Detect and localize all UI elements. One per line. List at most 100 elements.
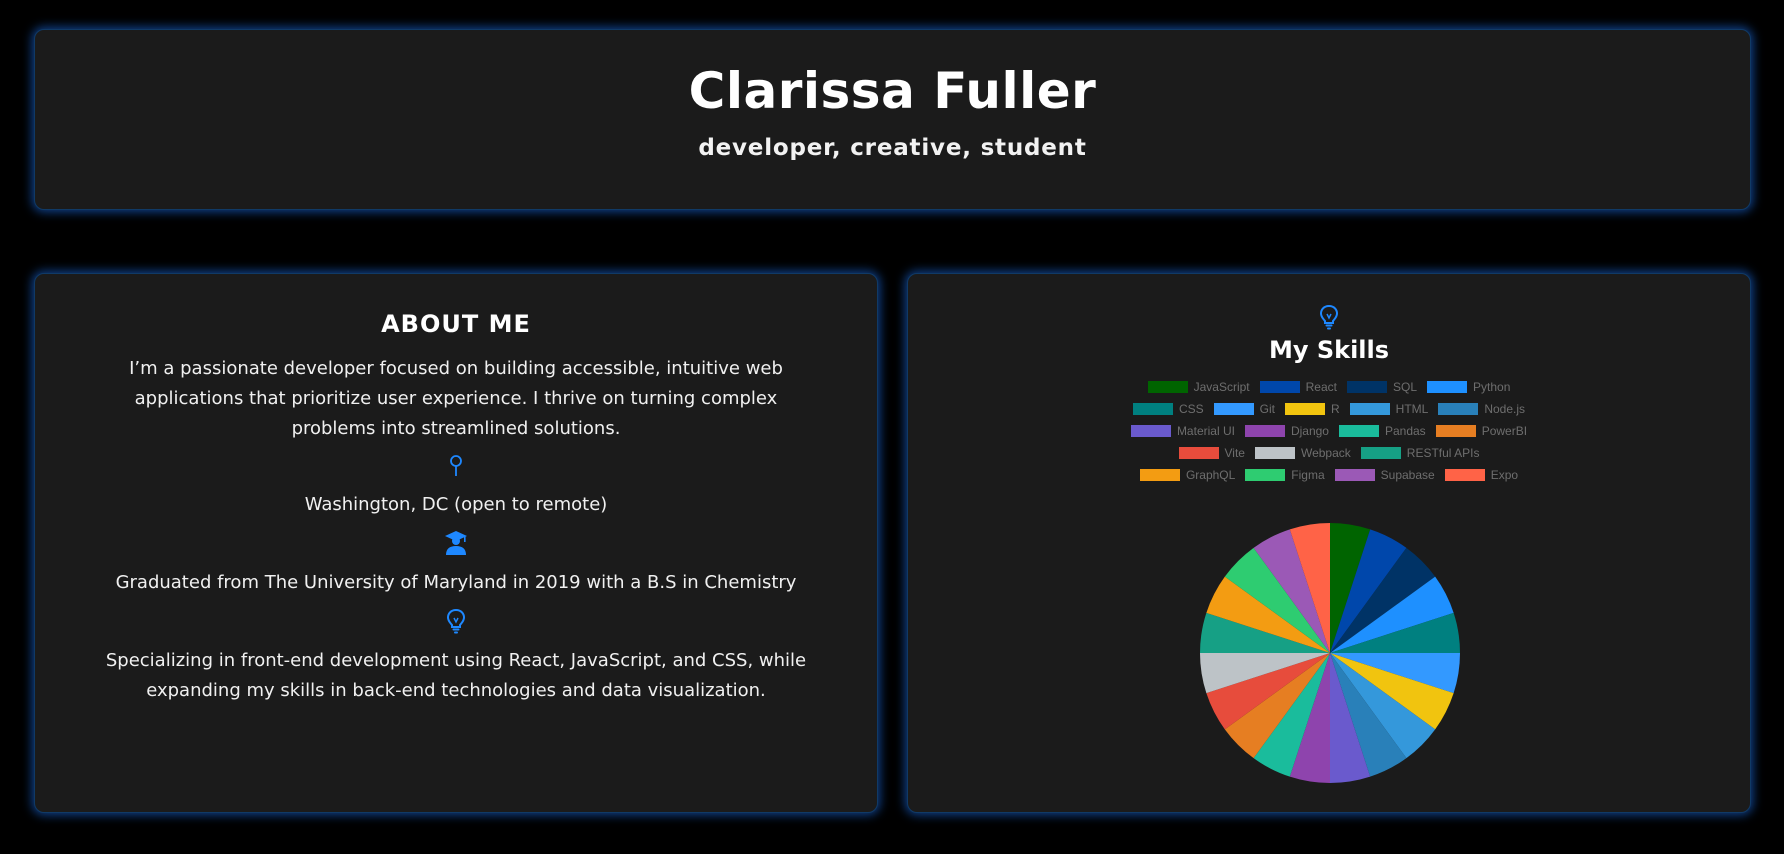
legend-swatch — [1347, 380, 1387, 393]
legend-label: CSS — [1178, 401, 1204, 416]
legend-label: Figma — [1291, 467, 1325, 482]
legend-swatch — [1338, 424, 1379, 437]
legend-swatch — [1130, 424, 1171, 437]
legend-swatch — [1435, 424, 1476, 437]
legend-item[interactable]: Expo — [1444, 466, 1519, 483]
legend-swatch — [1244, 424, 1285, 437]
legend-swatch — [1349, 402, 1390, 415]
legend-swatch — [1213, 402, 1254, 415]
about-title: ABOUT ME — [381, 310, 531, 338]
legend-label: Vite — [1224, 445, 1245, 460]
pie-slice-powerbi[interactable] — [1224, 653, 1330, 759]
pie-slice-restful-apis[interactable] — [1200, 612, 1330, 653]
pie-slice-django[interactable] — [1289, 653, 1330, 783]
legend-item[interactable]: Git — [1213, 400, 1275, 417]
legend-item[interactable]: CSS — [1132, 400, 1204, 417]
specialty-icon-row — [35, 608, 877, 634]
pie-slice-expo[interactable] — [1289, 523, 1330, 653]
location-icon-row — [35, 454, 877, 478]
education-text: Graduated from The University of Marylan… — [115, 572, 797, 593]
pie-slice-git[interactable] — [1330, 653, 1460, 694]
legend-item[interactable]: Node.js — [1438, 400, 1525, 417]
legend-item[interactable]: SQL — [1347, 378, 1417, 395]
legend-item[interactable]: Material UI — [1130, 422, 1235, 439]
legend-item[interactable]: Vite — [1178, 444, 1245, 461]
legend-item[interactable]: GraphQL — [1139, 466, 1236, 483]
legend-swatch — [1132, 402, 1173, 415]
about-card: ABOUT ME I’m a passionate developer focu… — [34, 273, 878, 813]
legend-swatch — [1139, 468, 1180, 481]
legend-label: Git — [1259, 401, 1275, 416]
page-subtitle: developer, creative, student — [698, 135, 1087, 161]
pie-slice-react[interactable] — [1330, 529, 1407, 653]
legend-label: Python — [1473, 379, 1511, 394]
legend-label: GraphQL — [1185, 467, 1236, 482]
legend-item[interactable]: RESTful APIs — [1360, 444, 1480, 461]
skills-title: My Skills — [1268, 336, 1390, 364]
legend-label: JavaScript — [1193, 379, 1250, 394]
about-intro: I’m a passionate developer focused on bu… — [129, 358, 783, 439]
legend-swatch — [1285, 402, 1325, 415]
legend-swatch — [1438, 402, 1479, 415]
page-title: Clarissa Fuller — [688, 62, 1097, 120]
legend-swatch — [1147, 380, 1188, 393]
pie-slice-node-js[interactable] — [1330, 653, 1407, 777]
legend-item[interactable]: R — [1285, 400, 1340, 417]
legend-item[interactable]: Webpack — [1254, 444, 1351, 461]
legend-swatch — [1427, 380, 1468, 393]
legend-item[interactable]: HTML — [1349, 400, 1429, 417]
pie-slice-webpack[interactable] — [1200, 653, 1330, 694]
pie-slice-material-ui[interactable] — [1330, 653, 1371, 783]
chart-legend: JavaScript React SQL Python CSS Git R HTML Node.… — [1129, 378, 1529, 483]
legend-item[interactable]: Django — [1244, 422, 1329, 439]
legend-swatch — [1334, 468, 1375, 481]
pie-slice-vite[interactable] — [1206, 653, 1330, 730]
legend-label: Node.js — [1484, 401, 1526, 416]
pie-slice-pandas[interactable] — [1253, 653, 1330, 777]
pie-slice-graphql[interactable] — [1206, 576, 1330, 653]
legend-label: R — [1331, 401, 1340, 416]
legend-item[interactable]: Figma — [1245, 466, 1325, 483]
legend-swatch — [1178, 446, 1219, 459]
legend-label: HTML — [1395, 401, 1429, 416]
header-card: Clarissa Fuller developer, creative, stu… — [34, 29, 1751, 210]
legend-item[interactable]: JavaScript — [1147, 378, 1250, 395]
pie-slice-css[interactable] — [1330, 612, 1460, 653]
legend-swatch — [1444, 468, 1485, 481]
legend-label: PowerBI — [1481, 423, 1528, 438]
legend-label: Expo — [1490, 467, 1519, 482]
skills-pie-chart — [1200, 523, 1460, 783]
graduate-icon — [445, 531, 467, 555]
pie-slice-python[interactable] — [1330, 576, 1454, 653]
map-pin-icon — [450, 455, 462, 476]
legend-label: React — [1305, 379, 1337, 394]
specialty-text: Specializing in front-end development us… — [105, 650, 807, 701]
legend-label: RESTful APIs — [1406, 445, 1480, 460]
pie-slice-r[interactable] — [1330, 653, 1454, 730]
legend-swatch — [1254, 446, 1295, 459]
location-text: Washington, DC (open to remote) — [304, 494, 608, 515]
legend-swatch — [1259, 380, 1300, 393]
pie-slice-supabase[interactable] — [1253, 529, 1330, 653]
pie-slice-figma[interactable] — [1224, 547, 1330, 653]
pie-slice-javascript[interactable] — [1330, 523, 1371, 653]
education-icon-row — [35, 530, 877, 556]
legend-swatch — [1360, 446, 1401, 459]
lightbulb-icon — [446, 608, 466, 634]
pie-slice-sql[interactable] — [1330, 547, 1436, 653]
legend-item[interactable]: Pandas — [1338, 422, 1426, 439]
legend-label: Material UI — [1176, 423, 1235, 438]
pie-slice-html[interactable] — [1330, 653, 1436, 759]
skills-card: My Skills JavaScript React SQL Python CSS Git… — [907, 273, 1751, 813]
lightbulb-icon — [1319, 304, 1339, 330]
legend-item[interactable]: Python — [1427, 378, 1510, 395]
legend-label: Pandas — [1384, 423, 1426, 438]
legend-label: SQL — [1393, 379, 1418, 394]
legend-item[interactable]: React — [1259, 378, 1337, 395]
legend-label: Supabase — [1380, 467, 1435, 482]
legend-label: Django — [1290, 423, 1329, 438]
legend-item[interactable]: PowerBI — [1435, 422, 1528, 439]
legend-item[interactable]: Supabase — [1334, 466, 1435, 483]
legend-label: Webpack — [1300, 445, 1351, 460]
skills-icon-row — [908, 274, 1750, 330]
